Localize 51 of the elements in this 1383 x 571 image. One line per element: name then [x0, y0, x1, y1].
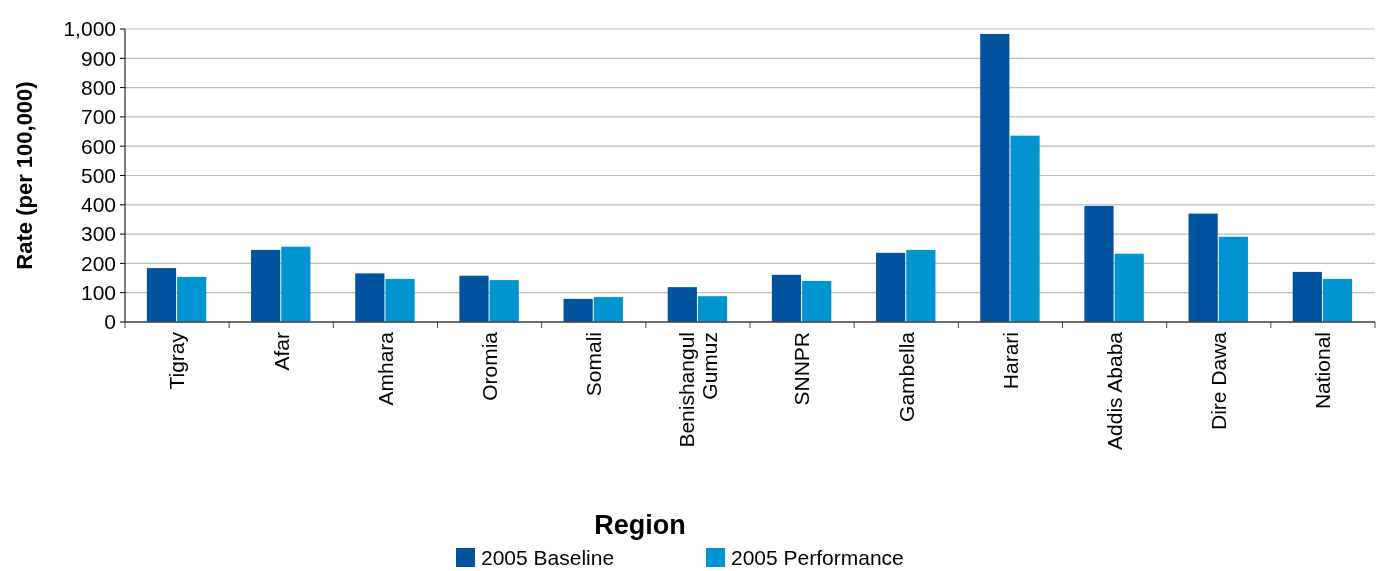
y-tick-label: 600 — [80, 134, 116, 158]
bar — [1322, 278, 1353, 322]
x-tick-label: National — [1311, 332, 1335, 410]
bar — [563, 298, 593, 322]
bar — [385, 278, 415, 322]
bar — [771, 274, 802, 322]
x-tick-label: Dire Dawa — [1207, 331, 1231, 431]
bar — [459, 275, 489, 322]
bar — [355, 273, 385, 322]
bar — [146, 268, 177, 322]
y-tick-label: 900 — [80, 46, 116, 70]
y-tick-label: 1,000 — [63, 17, 116, 41]
bar — [667, 287, 697, 322]
y-tick-label: 500 — [80, 163, 116, 187]
y-tick-label: 100 — [80, 281, 116, 305]
bar — [1218, 236, 1248, 322]
bar — [281, 246, 311, 322]
legend-label: 2005 Baseline — [481, 546, 615, 570]
bar — [1292, 271, 1322, 322]
y-axis-title: Rate (per 100,000) — [12, 81, 37, 270]
x-tick-label: Amhara — [373, 331, 397, 406]
bar — [593, 297, 623, 322]
bar — [1084, 205, 1114, 322]
bar — [1010, 135, 1040, 322]
bar — [802, 280, 832, 322]
x-tick-label: Addis Ababa — [1102, 331, 1126, 450]
bar — [1188, 213, 1218, 322]
x-axis-title: Region — [594, 510, 686, 540]
bar — [906, 249, 936, 322]
bar — [177, 276, 207, 322]
x-tick-label: Oromia — [477, 331, 501, 401]
bar — [489, 280, 519, 322]
x-tick-label: Afar — [269, 332, 293, 371]
y-tick-label: 800 — [80, 75, 116, 99]
x-tick-label: Somali — [582, 332, 606, 397]
bar — [980, 33, 1010, 322]
y-tick-label: 400 — [80, 193, 116, 217]
bar — [697, 296, 728, 322]
x-tick-label: Tigray — [165, 331, 189, 390]
legend-label: 2005 Performance — [731, 546, 904, 570]
x-tick-label: Gambella — [894, 331, 918, 422]
x-tick-label: SNNPR — [790, 332, 814, 406]
x-tick-label: Benishangul Gumuz — [674, 332, 721, 448]
bar — [876, 252, 906, 322]
x-tick-label: Harari — [998, 332, 1022, 390]
y-tick-label: 0 — [104, 310, 116, 334]
y-tick-label: 700 — [80, 105, 116, 129]
bar — [251, 249, 281, 322]
y-tick-label: 200 — [80, 251, 116, 275]
y-tick-label: 300 — [80, 222, 116, 246]
bar — [1114, 253, 1144, 322]
